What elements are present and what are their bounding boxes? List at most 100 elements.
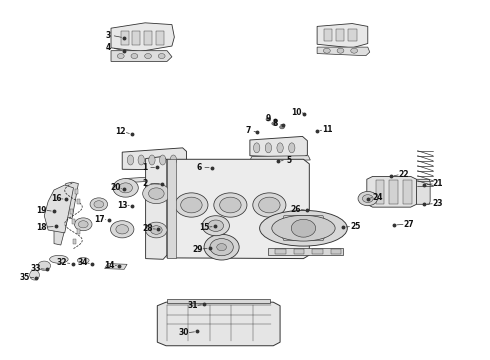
Circle shape [148,188,164,199]
Text: 11: 11 [322,126,333,135]
Circle shape [116,225,128,234]
Circle shape [272,122,277,125]
Text: 18: 18 [36,222,47,231]
Text: 34: 34 [77,258,88,267]
Text: 15: 15 [199,222,209,231]
Circle shape [208,220,223,231]
Text: 5: 5 [286,156,292,165]
Circle shape [119,183,132,193]
Text: 35: 35 [20,273,30,282]
Circle shape [143,184,170,203]
Circle shape [204,234,239,260]
Circle shape [90,198,108,211]
Ellipse shape [49,255,68,263]
Circle shape [220,197,241,213]
Polygon shape [71,209,73,214]
Circle shape [291,219,316,237]
Text: 30: 30 [178,328,189,337]
Text: 2: 2 [143,179,148,188]
Text: 12: 12 [116,127,126,136]
Circle shape [158,54,165,59]
Text: 19: 19 [36,206,47,215]
Polygon shape [156,31,164,45]
Circle shape [131,54,138,59]
Polygon shape [111,51,172,62]
Text: 1: 1 [143,163,148,172]
Text: 9: 9 [266,114,271,123]
Ellipse shape [159,155,166,165]
Ellipse shape [260,210,347,246]
Polygon shape [76,199,79,204]
Circle shape [323,48,330,53]
Circle shape [74,218,92,231]
Ellipse shape [277,143,283,153]
Ellipse shape [138,155,145,165]
Polygon shape [275,249,286,254]
Polygon shape [250,136,307,158]
Circle shape [113,179,138,197]
Circle shape [117,54,124,59]
Polygon shape [144,31,152,45]
Text: 14: 14 [104,261,115,270]
Polygon shape [167,298,270,303]
Circle shape [358,192,377,206]
Polygon shape [74,239,76,244]
Polygon shape [317,47,370,56]
Polygon shape [146,157,167,259]
Polygon shape [132,31,140,45]
Text: 16: 16 [50,194,61,203]
Circle shape [259,197,280,213]
Polygon shape [324,29,332,41]
Circle shape [38,261,50,270]
Circle shape [217,244,226,251]
Ellipse shape [170,155,176,165]
Text: 21: 21 [433,179,443,188]
Circle shape [210,239,233,256]
Polygon shape [294,249,304,254]
Circle shape [145,54,151,59]
Text: 32: 32 [56,258,67,267]
Ellipse shape [77,257,89,263]
Polygon shape [375,180,384,203]
Text: 23: 23 [433,199,443,208]
Polygon shape [167,159,176,258]
Circle shape [214,193,247,217]
Circle shape [280,125,285,129]
Circle shape [363,195,373,203]
Text: 20: 20 [110,183,121,192]
Text: 8: 8 [272,119,278,128]
Text: 22: 22 [398,170,409,179]
Polygon shape [121,31,128,45]
Circle shape [202,216,229,236]
Polygon shape [403,180,412,203]
Polygon shape [77,229,80,234]
Polygon shape [123,173,218,183]
Polygon shape [269,248,343,255]
Polygon shape [348,29,357,41]
Polygon shape [54,217,68,245]
Circle shape [337,48,344,53]
Polygon shape [167,159,309,258]
Circle shape [253,193,286,217]
Circle shape [181,197,202,213]
Polygon shape [157,302,280,346]
Circle shape [351,48,358,53]
Text: 24: 24 [372,193,383,202]
Ellipse shape [30,270,39,280]
Polygon shape [44,185,74,233]
Text: 28: 28 [142,224,153,233]
Text: 26: 26 [291,205,301,214]
Polygon shape [336,29,344,41]
Polygon shape [122,148,187,170]
Ellipse shape [272,215,335,241]
Text: 6: 6 [196,163,202,172]
Polygon shape [279,216,328,241]
Polygon shape [317,23,368,48]
Text: 3: 3 [106,31,111,40]
Polygon shape [389,180,398,203]
Polygon shape [111,23,174,51]
Circle shape [146,222,167,238]
Polygon shape [367,176,416,207]
Text: 25: 25 [350,222,360,231]
Polygon shape [312,249,323,254]
